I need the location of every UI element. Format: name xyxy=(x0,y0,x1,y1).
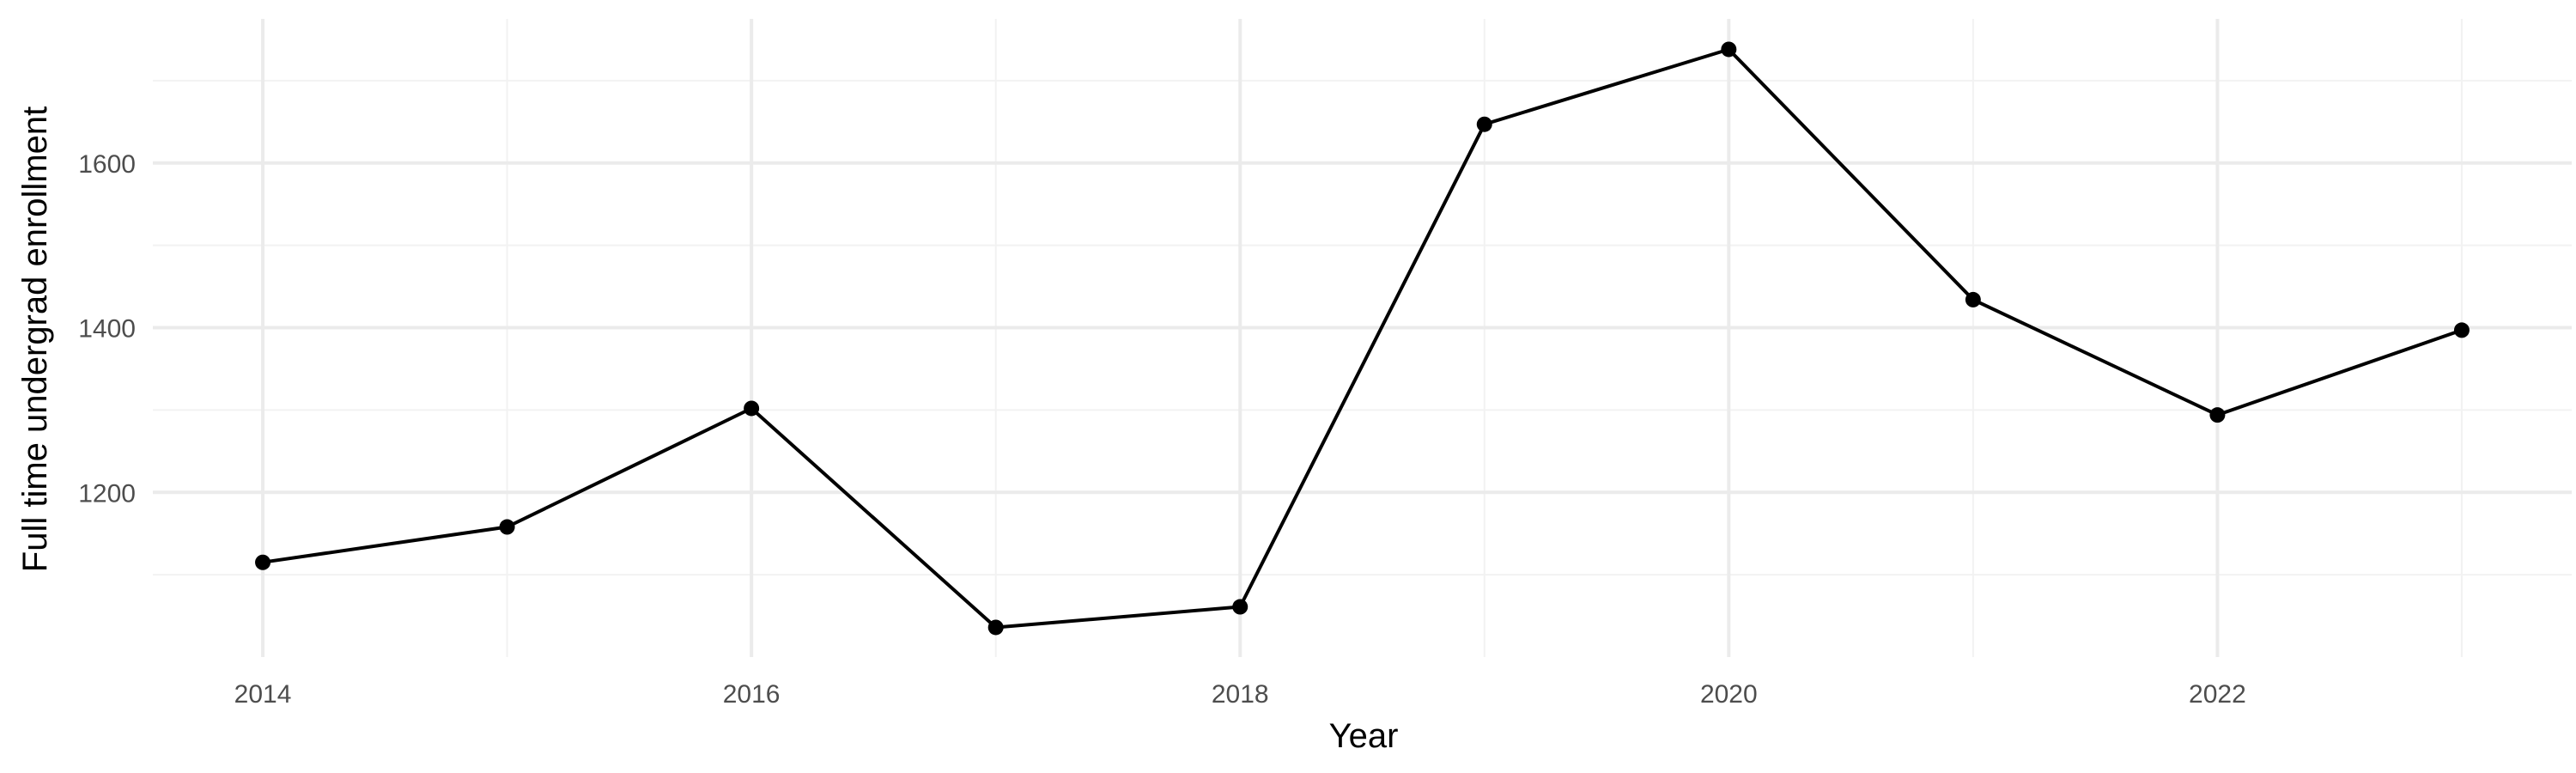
data-point-2014 xyxy=(255,554,271,570)
data-point-2016 xyxy=(744,400,760,417)
y-tick-label: 1200 xyxy=(78,479,136,508)
y-axis-title: Full time undergrad enrollment xyxy=(16,107,54,572)
x-axis-ticks: 2014 2016 2018 2020 2022 xyxy=(234,680,2246,709)
data-point-2020 xyxy=(1721,41,1737,58)
x-tick-label: 2022 xyxy=(2189,680,2246,709)
series-layer xyxy=(262,47,2463,630)
y-tick-label: 1400 xyxy=(78,315,136,344)
y-tick-label: 1600 xyxy=(78,150,136,179)
x-tick-label: 2014 xyxy=(234,680,292,709)
y-axis-ticks: 1200 1400 1600 xyxy=(78,150,136,508)
data-point-2015 xyxy=(499,519,515,535)
x-tick-label: 2018 xyxy=(1212,680,1269,709)
x-tick-label: 2016 xyxy=(723,680,781,709)
data-point-2022 xyxy=(2209,407,2226,423)
data-point-2018 xyxy=(1232,599,1249,615)
data-point-2019 xyxy=(1476,116,1492,132)
data-point-2023 xyxy=(2453,322,2470,338)
x-tick-label: 2020 xyxy=(1700,680,1758,709)
grid xyxy=(153,19,2572,657)
data-point-2021 xyxy=(1965,291,1981,307)
points-layer xyxy=(255,41,2470,636)
x-axis-title: Year xyxy=(1329,717,1399,755)
series-line xyxy=(262,47,2463,630)
data-point-2017 xyxy=(987,619,1004,636)
